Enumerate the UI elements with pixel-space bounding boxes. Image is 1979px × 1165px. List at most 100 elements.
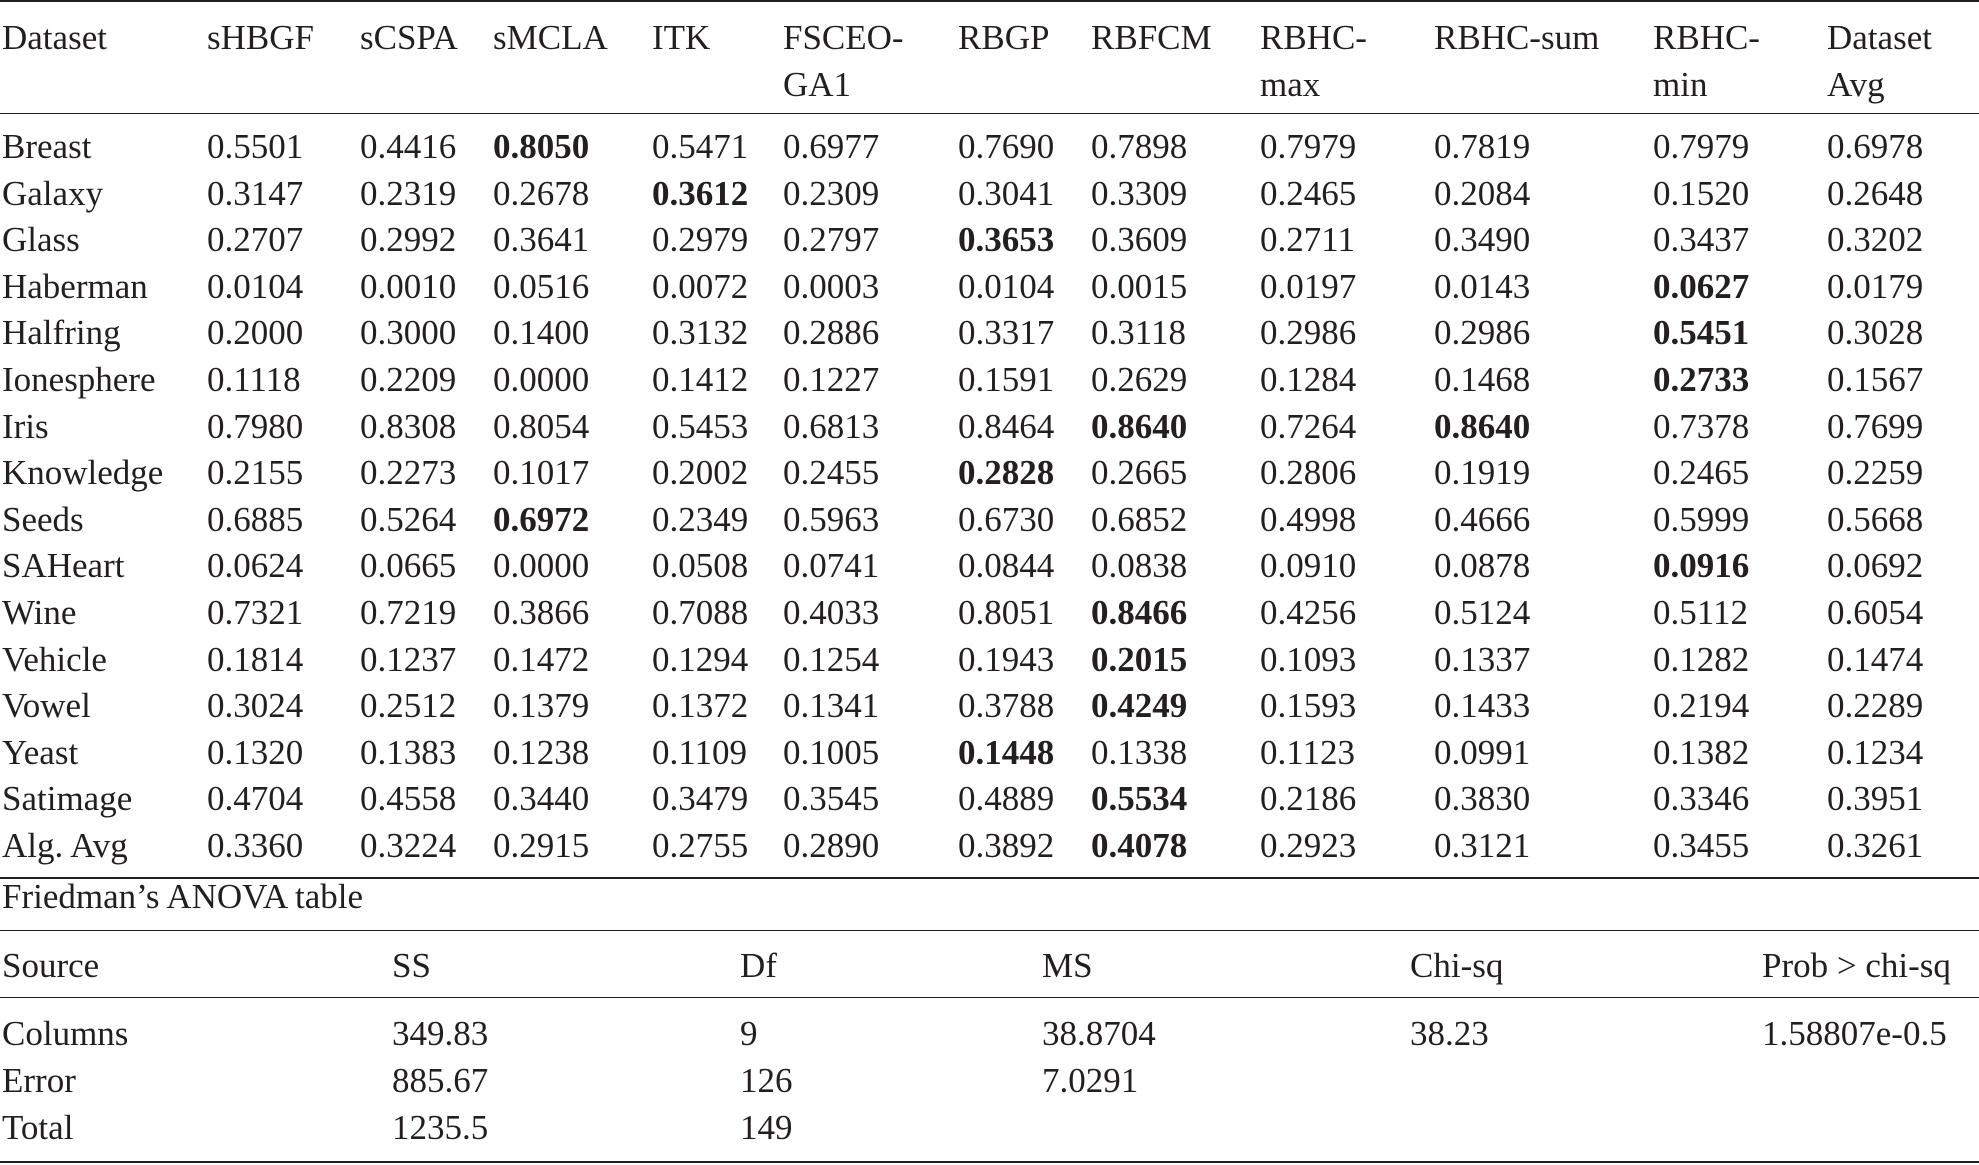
value-cell: 0.4666 xyxy=(1434,499,1531,539)
anova-cell: 38.8704 xyxy=(1042,1014,1156,1053)
dataset-name: Seeds xyxy=(2,499,84,539)
table-row: Alg. Avg 0.3360 0.3224 0.2915 0.2755 0.2890 0.… xyxy=(0,823,1979,870)
value-cell: 0.3202 xyxy=(1827,220,1924,260)
value-cell: 0.3951 xyxy=(1827,779,1924,819)
dataset-name: Iris xyxy=(2,406,49,446)
value-cell: 0.3788 xyxy=(958,686,1055,726)
value-cell: 0.5124 xyxy=(1434,592,1531,632)
value-cell: 0.3132 xyxy=(652,313,749,353)
anova-cell: Error xyxy=(2,1061,76,1100)
value-cell: 0.1238 xyxy=(493,732,590,772)
value-cell: 0.3641 xyxy=(493,220,590,260)
value-cell: 0.0072 xyxy=(652,266,749,306)
value-cell: 0.0741 xyxy=(783,546,880,586)
anova-row: Columns 349.83 9 38.8704 38.23 1.58807e-0.5 xyxy=(0,1010,1979,1057)
value-cell: 0.3261 xyxy=(1827,825,1924,865)
value-cell: 0.2209 xyxy=(360,359,457,399)
anova-cell: 7.0291 xyxy=(1042,1061,1139,1100)
value-cell: 0.3147 xyxy=(207,173,304,213)
column-header: ITK xyxy=(652,18,711,57)
value-cell: 0.1338 xyxy=(1091,732,1188,772)
value-cell: 0.1379 xyxy=(493,686,590,726)
value-cell: 0.0179 xyxy=(1827,266,1924,306)
anova-column-header: Source xyxy=(2,946,100,985)
value-cell: 0.3118 xyxy=(1091,313,1186,353)
value-cell: 0.1474 xyxy=(1827,639,1924,679)
value-cell: 0.0844 xyxy=(958,546,1055,586)
dataset-name: Knowledge xyxy=(2,453,164,493)
value-cell: 0.1382 xyxy=(1653,732,1750,772)
dataset-name: Halfring xyxy=(2,313,121,353)
anova-row: Total 1235.5 149 xyxy=(0,1104,1979,1151)
anova-cell: 1.58807e-0.5 xyxy=(1762,1014,1947,1053)
dataset-name: Vowel xyxy=(2,686,91,726)
value-cell: 0.3455 xyxy=(1653,825,1750,865)
value-cell: 0.7219 xyxy=(360,592,457,632)
value-cell: 0.2755 xyxy=(652,825,749,865)
value-cell: 0.0104 xyxy=(958,266,1055,306)
anova-row: Error 885.67 126 7.0291 xyxy=(0,1057,1979,1104)
value-cell: 0.3224 xyxy=(360,825,457,865)
header-rule xyxy=(0,113,1979,114)
value-cell: 0.2711 xyxy=(1260,220,1355,260)
value-cell: 0.2648 xyxy=(1827,173,1924,213)
value-cell: 0.7088 xyxy=(652,592,749,632)
value-cell: 0.5963 xyxy=(783,499,880,539)
anova-top-rule xyxy=(0,877,1979,879)
value-cell: 0.0003 xyxy=(783,266,880,306)
dataset-name: Alg. Avg xyxy=(2,825,128,865)
value-cell: 0.6885 xyxy=(207,499,304,539)
value-cell: 0.1814 xyxy=(207,639,304,679)
anova-column-header: MS xyxy=(1042,946,1093,985)
value-cell: 0.3028 xyxy=(1827,313,1924,353)
value-cell: 0.3545 xyxy=(783,779,880,819)
value-cell: 0.7699 xyxy=(1827,406,1924,446)
value-cell: 0.0910 xyxy=(1260,546,1357,586)
value-cell: 0.5453 xyxy=(652,406,749,446)
anova-column-header: Prob > chi-sq xyxy=(1762,946,1951,985)
value-cell: 0.7378 xyxy=(1653,406,1750,446)
value-cell: 0.0624 xyxy=(207,546,304,586)
value-cell: 0.2678 xyxy=(493,173,590,213)
value-cell: 0.8308 xyxy=(360,406,457,446)
value-cell: 0.0010 xyxy=(360,266,457,306)
anova-cell: Columns xyxy=(2,1014,129,1053)
table-row: Vowel 0.3024 0.2512 0.1379 0.1372 0.1341 0.378… xyxy=(0,683,1979,730)
value-cell: 0.1472 xyxy=(493,639,590,679)
value-cell: 0.2806 xyxy=(1260,453,1357,493)
value-cell: 0.2986 xyxy=(1434,313,1531,353)
value-cell: 0.2629 xyxy=(1091,359,1188,399)
value-cell: 0.1400 xyxy=(493,313,590,353)
column-header: sCSPA xyxy=(360,18,458,57)
value-cell: 0.2289 xyxy=(1827,686,1924,726)
anova-cell: 149 xyxy=(740,1108,793,1147)
value-cell: 0.3866 xyxy=(493,592,590,632)
value-cell: 0.1320 xyxy=(207,732,304,772)
table-row: Seeds 0.6885 0.5264 0.6972 0.2349 0.5963 0.673… xyxy=(0,497,1979,544)
column-header: RBFCM xyxy=(1091,18,1212,57)
best-value-cell: 0.8640 xyxy=(1434,406,1531,446)
table-row: SAHeart 0.0624 0.0665 0.0000 0.0508 0.0741 0.0… xyxy=(0,543,1979,590)
anova-cell: 9 xyxy=(740,1014,758,1053)
value-cell: 0.1123 xyxy=(1260,732,1355,772)
value-cell: 0.3830 xyxy=(1434,779,1531,819)
value-cell: 0.8054 xyxy=(493,406,590,446)
best-value-cell: 0.0627 xyxy=(1653,266,1750,306)
value-cell: 0.7979 xyxy=(1260,127,1357,166)
value-cell: 0.3317 xyxy=(958,313,1055,353)
dataset-name: Ionesphere xyxy=(2,359,156,399)
value-cell: 0.4704 xyxy=(207,779,304,819)
anova-column-header: Chi-sq xyxy=(1410,946,1504,985)
value-cell: 0.6977 xyxy=(783,127,880,166)
value-cell: 0.3309 xyxy=(1091,173,1188,213)
value-cell: 0.0015 xyxy=(1091,266,1188,306)
table-row: Iris 0.7980 0.8308 0.8054 0.5453 0.6813 0.8464… xyxy=(0,404,1979,451)
value-cell: 0.2890 xyxy=(783,825,880,865)
value-cell: 0.4558 xyxy=(360,779,457,819)
value-cell: 0.2273 xyxy=(360,453,457,493)
value-cell: 0.3440 xyxy=(493,779,590,819)
value-cell: 0.3437 xyxy=(1653,220,1750,260)
column-header: sMCLA xyxy=(493,18,608,57)
value-cell: 0.1294 xyxy=(652,639,749,679)
value-cell: 0.1593 xyxy=(1260,686,1357,726)
